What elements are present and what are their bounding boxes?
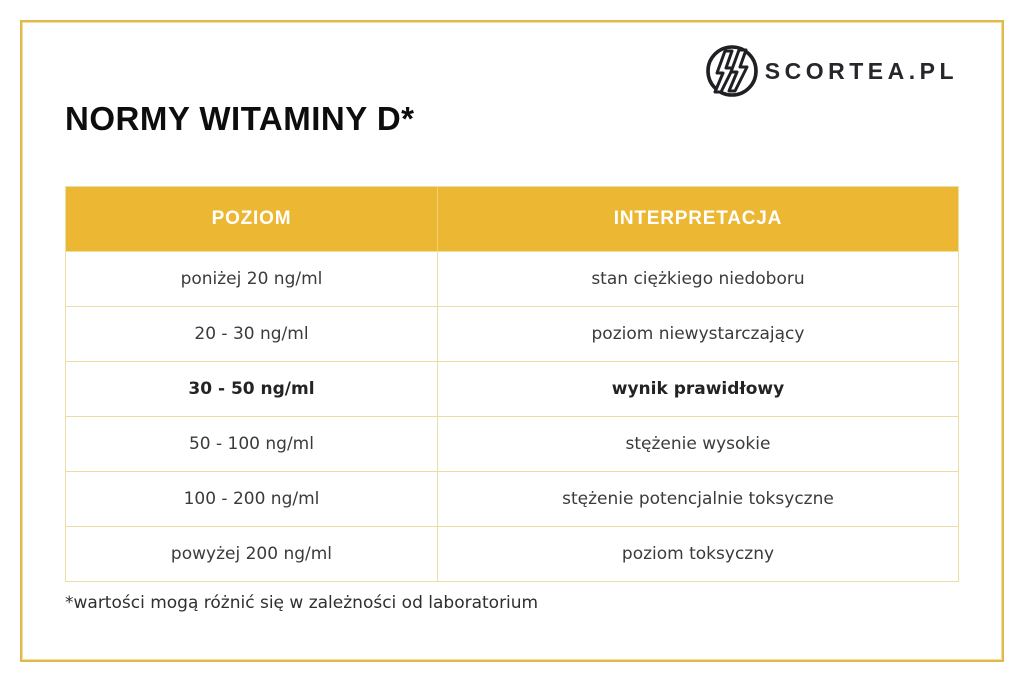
table-row: poniżej 20 ng/ml stan ciężkiego niedobor…	[66, 251, 958, 306]
table-row: 100 - 200 ng/ml stężenie potencjalnie to…	[66, 471, 958, 526]
table-row: 20 - 30 ng/ml poziom niewystarczający	[66, 306, 958, 361]
level-cell: 50 - 100 ng/ml	[66, 417, 438, 471]
table-row: 50 - 100 ng/ml stężenie wysokie	[66, 416, 958, 471]
interpretation-cell: poziom toksyczny	[621, 544, 775, 564]
table-row: powyżej 200 ng/ml poziom toksyczny	[66, 526, 958, 581]
column-header-interpretacja: INTERPRETACJA	[613, 208, 783, 229]
level-cell: 30 - 50 ng/ml	[66, 362, 438, 416]
level-cell: powyżej 200 ng/ml	[66, 527, 438, 581]
logo: SCORTEA.PL	[704, 42, 958, 100]
interpretation-cell: wynik prawidłowy	[611, 379, 785, 399]
page-title: NORMY WITAMINY D*	[65, 100, 415, 137]
table-header-row: POZIOM INTERPRETACJA	[66, 187, 958, 251]
level-cell: poniżej 20 ng/ml	[66, 252, 438, 306]
interpretation-cell: stężenie wysokie	[625, 434, 771, 454]
scortea-logo-icon	[704, 42, 760, 100]
footnote: *wartości mogą różnić się w zależności o…	[65, 593, 539, 613]
interpretation-cell: poziom niewystarczający	[591, 324, 805, 344]
interpretation-cell: stan ciężkiego niedoboru	[591, 269, 805, 289]
column-header-poziom: POZIOM	[66, 187, 438, 251]
vitamin-d-norms-table: POZIOM INTERPRETACJA poniżej 20 ng/ml st…	[65, 186, 959, 582]
logo-text: SCORTEA.PL	[764, 57, 958, 84]
level-cell: 20 - 30 ng/ml	[66, 307, 438, 361]
table-row-normal-range: 30 - 50 ng/ml wynik prawidłowy	[66, 361, 958, 416]
level-cell: 100 - 200 ng/ml	[66, 472, 438, 526]
interpretation-cell: stężenie potencjalnie toksyczne	[562, 489, 834, 509]
